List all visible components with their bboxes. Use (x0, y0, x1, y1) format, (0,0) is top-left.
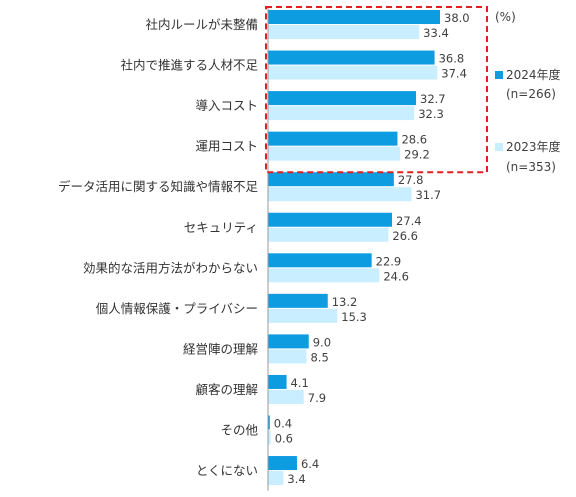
data-label: 22.9 (376, 254, 402, 268)
category-label: 社内ルールが未整備 (145, 17, 258, 32)
data-label: 38.0 (444, 11, 470, 25)
data-label: 0.4 (274, 417, 292, 431)
bar-2023 (268, 187, 412, 202)
category-label: その他 (220, 423, 258, 438)
category-label: セキュリティ (184, 220, 258, 235)
data-label: 31.7 (415, 188, 441, 202)
bar-2024 (268, 415, 270, 430)
legend-swatch-2024 (495, 71, 503, 79)
data-label: 32.3 (418, 107, 444, 121)
bar-2023 (268, 389, 304, 404)
data-label: 0.6 (275, 432, 293, 446)
legend-swatch-2023 (495, 143, 503, 151)
bar-2023 (268, 430, 271, 445)
legend-note-2023: (n=353) (506, 160, 556, 174)
category-label: 社内で推進する人材不足 (120, 58, 258, 73)
unit-label: (%) (495, 10, 516, 24)
data-label: 4.1 (291, 376, 309, 390)
data-label: 15.3 (341, 310, 367, 324)
category-label: 効果的な活用方法がわからない (83, 260, 258, 275)
category-label: とくにない (196, 463, 258, 478)
bar-2023 (268, 146, 401, 161)
bar-2024 (268, 131, 398, 146)
bar-2023 (268, 227, 389, 242)
bar-2023 (268, 25, 420, 39)
data-label: 6.4 (301, 457, 319, 471)
category-label: 経営陣の理解 (183, 341, 258, 356)
data-label: 36.8 (439, 52, 465, 66)
category-label: 運用コスト (195, 139, 258, 154)
bar-2024 (268, 293, 328, 308)
category-label: 顧客の理解 (195, 382, 258, 397)
bar-2024 (268, 91, 417, 106)
legend-label-2024: 2024年度 (506, 67, 561, 82)
category-label: 個人情報保護・プライバシー (96, 301, 258, 316)
bar-2023 (268, 471, 284, 486)
bar-2024 (268, 374, 287, 389)
bar-2023 (268, 268, 380, 283)
data-label: 32.7 (420, 92, 446, 106)
data-label: 27.4 (396, 214, 422, 228)
data-label: 24.6 (383, 269, 409, 283)
bar-2024 (268, 334, 309, 349)
data-label: 26.6 (392, 229, 418, 243)
data-label: 28.6 (401, 133, 427, 147)
bar-2023 (268, 308, 338, 323)
data-label: 8.5 (310, 350, 328, 364)
data-label: 27.8 (398, 173, 424, 187)
legend-note-2024: (n=266) (506, 87, 556, 101)
data-label: 33.4 (423, 26, 449, 40)
bar-2024 (268, 253, 372, 268)
bar-2023 (268, 349, 307, 364)
data-label: 7.9 (308, 391, 326, 405)
bar-2023 (268, 65, 438, 80)
data-label: 3.4 (287, 472, 305, 486)
bar-2023 (268, 106, 415, 121)
bar-2024 (268, 212, 393, 227)
bar-2024 (268, 456, 297, 471)
data-label: 29.2 (404, 148, 430, 162)
category-label: 導入コスト (195, 98, 258, 113)
legend-label-2023: 2023年度 (506, 139, 561, 154)
data-label: 9.0 (313, 335, 331, 349)
category-label: データ活用に関する知識や情報不足 (58, 179, 259, 194)
bar-2024 (268, 172, 394, 187)
bar-2024 (268, 50, 435, 65)
highlight-box (265, 6, 488, 174)
legend: 2024年度 (n=266) 2023年度 (n=353) (495, 67, 561, 174)
data-label: 37.4 (441, 67, 467, 81)
data-label: 13.2 (332, 295, 358, 309)
bar-2024 (268, 10, 440, 24)
